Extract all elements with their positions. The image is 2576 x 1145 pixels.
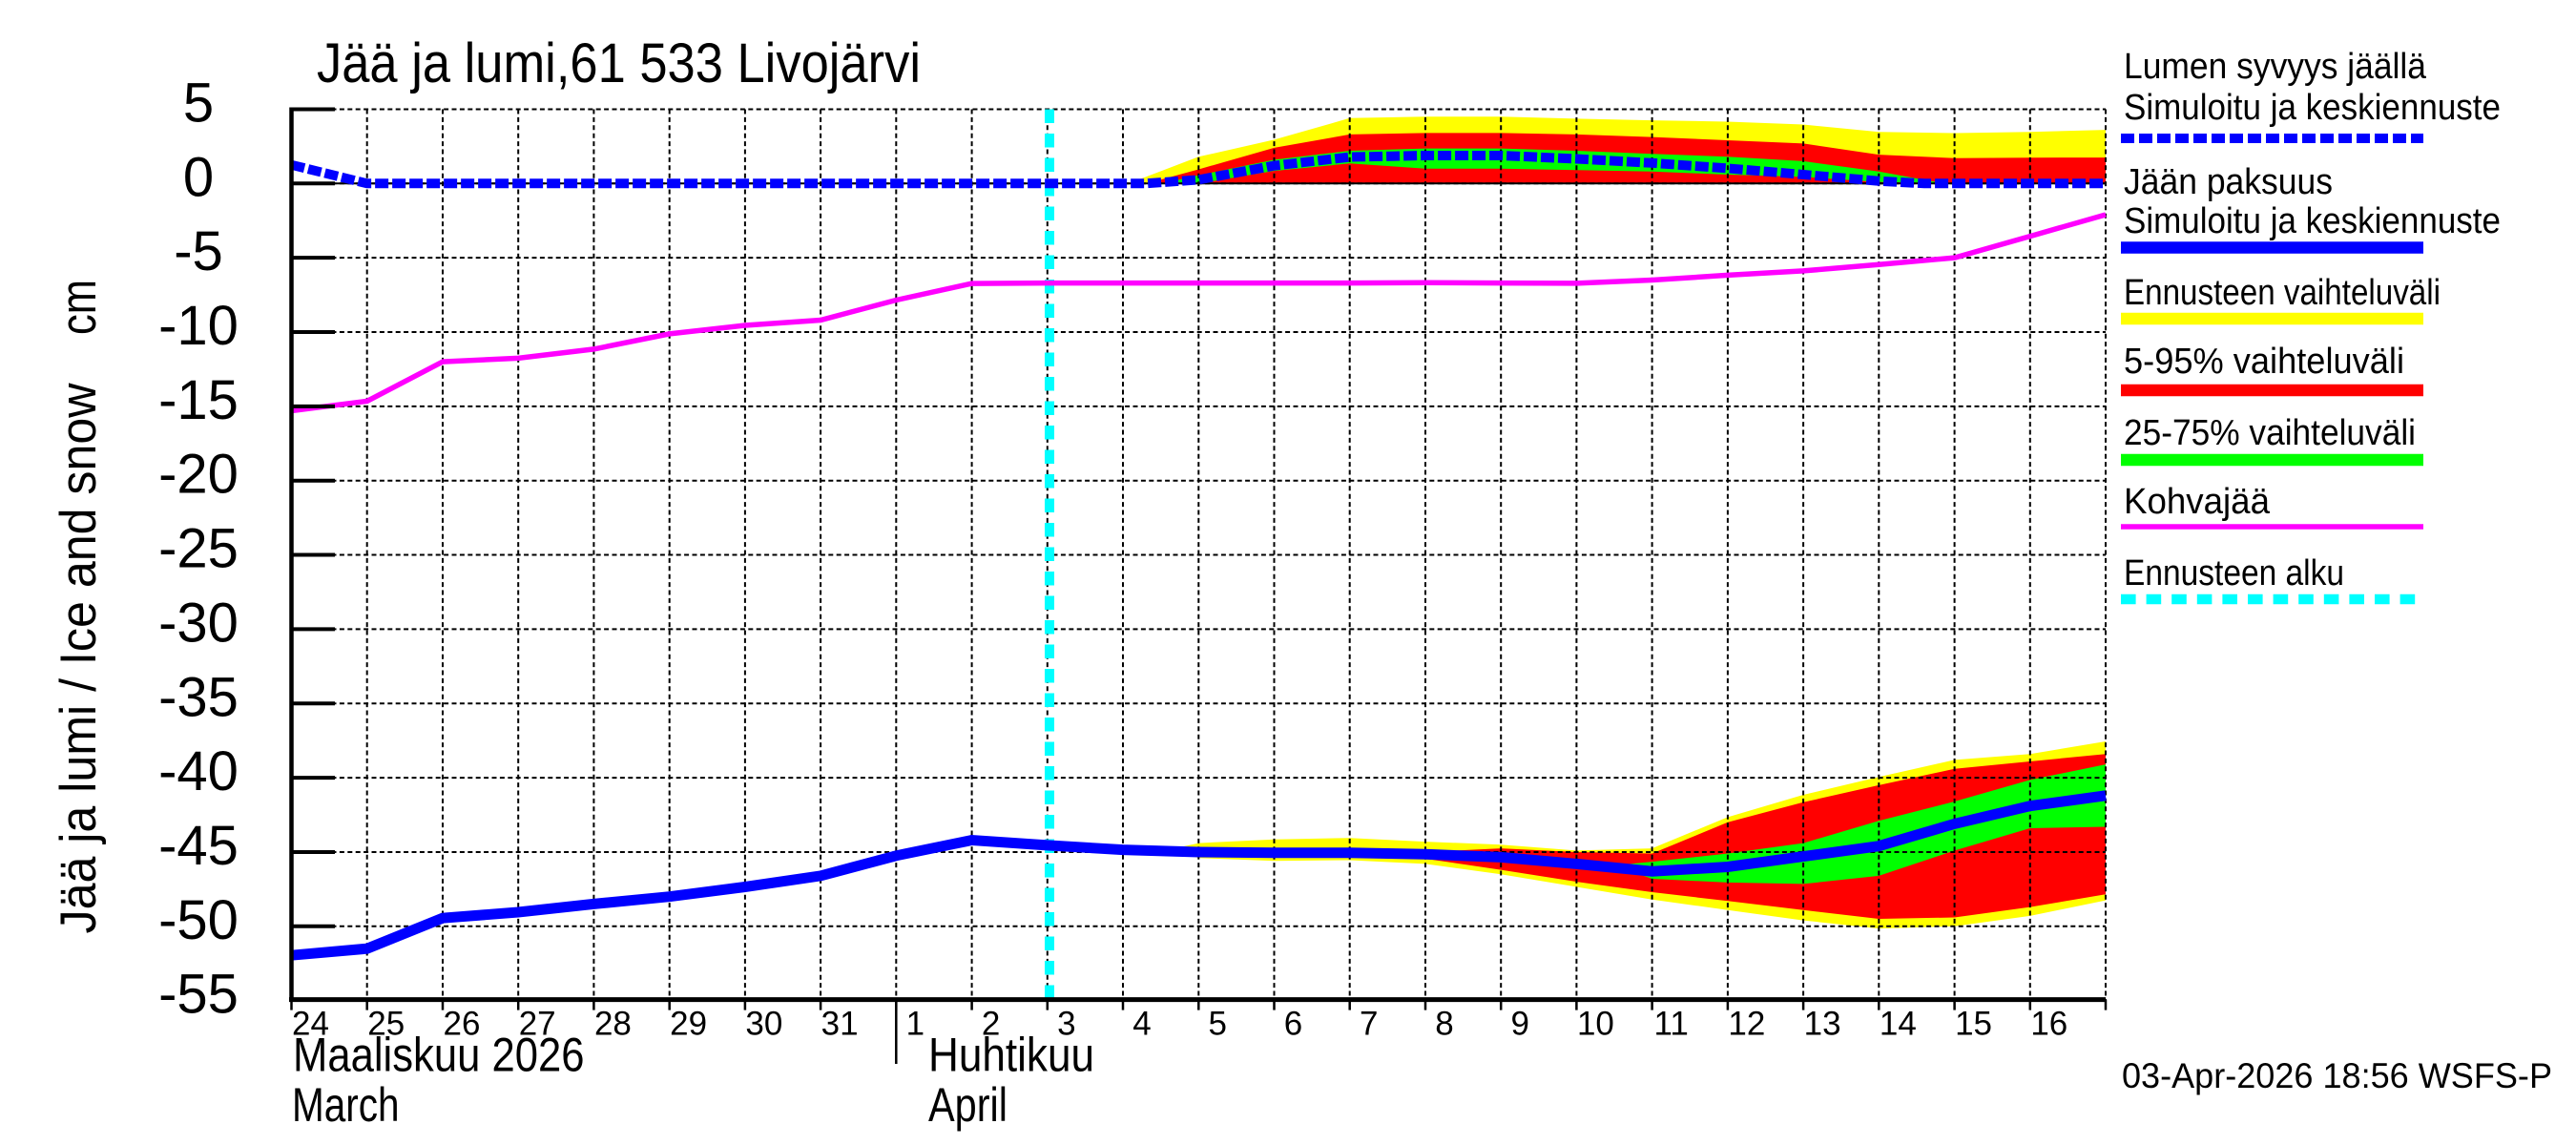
svg-text:5-95% vaihteluväli: 5-95% vaihteluväli xyxy=(2124,342,2404,382)
svg-text:Jään paksuus: Jään paksuus xyxy=(2124,162,2333,202)
svg-text:4: 4 xyxy=(1132,1006,1151,1043)
svg-text:14: 14 xyxy=(1880,1006,1917,1043)
svg-text:13: 13 xyxy=(1804,1006,1841,1043)
svg-text:-10: -10 xyxy=(158,295,239,357)
svg-text:Ennusteen alku: Ennusteen alku xyxy=(2124,553,2344,593)
svg-text:-15: -15 xyxy=(158,369,239,431)
svg-text:27: 27 xyxy=(519,1006,556,1043)
svg-text:-20: -20 xyxy=(158,444,239,506)
svg-text:cm: cm xyxy=(51,280,107,335)
svg-text:28: 28 xyxy=(594,1006,632,1043)
svg-text:7: 7 xyxy=(1360,1006,1378,1043)
svg-text:-50: -50 xyxy=(158,889,239,951)
svg-text:29: 29 xyxy=(670,1006,707,1043)
svg-text:Kohvajää: Kohvajää xyxy=(2124,482,2271,522)
svg-text:Lumen syvyys jäällä: Lumen syvyys jäällä xyxy=(2124,47,2427,87)
svg-text:0: 0 xyxy=(183,146,214,208)
svg-text:5: 5 xyxy=(1209,1006,1227,1043)
svg-text:Huhtikuu: Huhtikuu xyxy=(928,1029,1094,1082)
svg-text:3: 3 xyxy=(1057,1006,1075,1043)
svg-text:10: 10 xyxy=(1577,1006,1614,1043)
svg-text:Jää ja lumi,61 533 Livojärvi: Jää ja lumi,61 533 Livojärvi xyxy=(317,32,921,94)
svg-text:Maaliskuu 2026: Maaliskuu 2026 xyxy=(293,1029,585,1082)
svg-text:-55: -55 xyxy=(158,964,239,1026)
svg-text:April: April xyxy=(928,1078,1008,1132)
svg-text:March: March xyxy=(292,1078,400,1132)
svg-text:6: 6 xyxy=(1284,1006,1302,1043)
svg-text:9: 9 xyxy=(1510,1006,1528,1043)
svg-text:16: 16 xyxy=(2030,1006,2067,1043)
svg-text:25: 25 xyxy=(367,1006,405,1043)
svg-text:12: 12 xyxy=(1728,1006,1765,1043)
svg-text:Simuloitu ja keskiennuste: Simuloitu ja keskiennuste xyxy=(2124,201,2501,241)
svg-text:2: 2 xyxy=(982,1006,1000,1043)
svg-text:5: 5 xyxy=(183,72,214,134)
svg-text:-25: -25 xyxy=(158,518,239,580)
svg-text:8: 8 xyxy=(1435,1006,1453,1043)
svg-text:15: 15 xyxy=(1955,1006,1992,1043)
svg-text:Ennusteen vaihteluväli: Ennusteen vaihteluväli xyxy=(2124,273,2441,313)
svg-text:-35: -35 xyxy=(158,666,239,728)
svg-text:1: 1 xyxy=(906,1006,924,1043)
svg-text:-30: -30 xyxy=(158,592,239,654)
svg-text:-5: -5 xyxy=(174,220,223,282)
svg-text:Simuloitu ja keskiennuste: Simuloitu ja keskiennuste xyxy=(2124,88,2501,128)
svg-text:03-Apr-2026 18:56 WSFS-P: 03-Apr-2026 18:56 WSFS-P xyxy=(2122,1056,2552,1095)
svg-text:24: 24 xyxy=(292,1006,329,1043)
svg-text:11: 11 xyxy=(1653,1006,1688,1043)
svg-text:-45: -45 xyxy=(158,815,239,877)
svg-text:Jää ja lumi / Ice and snow: Jää ja lumi / Ice and snow xyxy=(51,383,107,934)
svg-text:30: 30 xyxy=(745,1006,782,1043)
svg-text:26: 26 xyxy=(443,1006,480,1043)
svg-text:31: 31 xyxy=(821,1006,859,1043)
svg-text:25-75% vaihteluväli: 25-75% vaihteluväli xyxy=(2124,413,2416,453)
svg-text:-40: -40 xyxy=(158,740,239,802)
